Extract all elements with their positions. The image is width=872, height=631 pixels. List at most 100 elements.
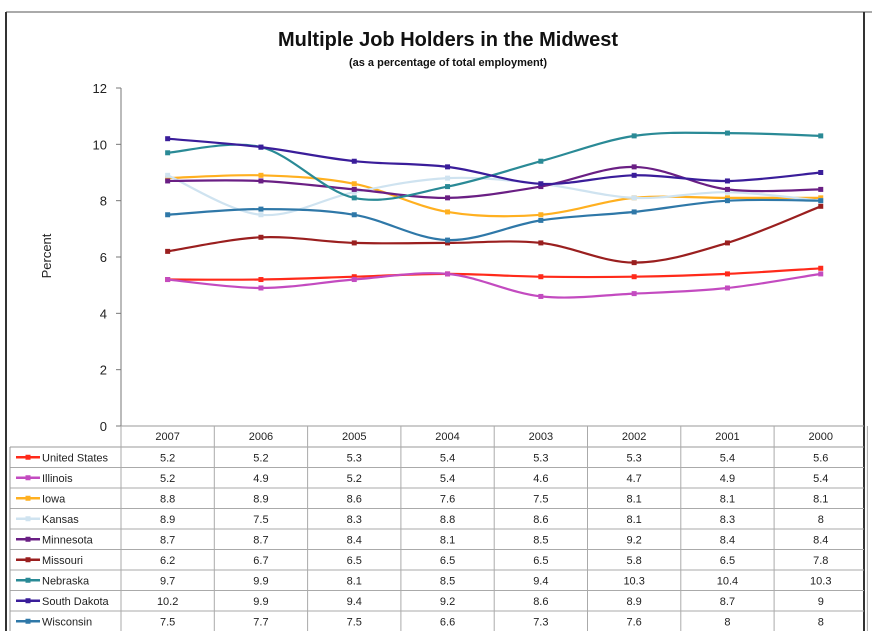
legend-label-nebraska: Nebraska [42, 575, 90, 587]
table-cell-value: 8.8 [440, 514, 455, 526]
table-cell-value: 5.3 [533, 452, 548, 464]
data-point-missouri [445, 240, 451, 246]
table-cell-value: 5.2 [160, 452, 175, 464]
data-point-wisconsin [445, 237, 451, 243]
legend-marker-iowa [25, 495, 31, 501]
table-cell-value: 8.7 [253, 534, 268, 546]
data-point-wisconsin [538, 217, 544, 223]
x-category-label: 2006 [249, 431, 273, 443]
data-point-united-states [818, 265, 824, 271]
data-point-minnesota [445, 195, 451, 201]
table-cell-value: 10.3 [623, 575, 644, 587]
table-cell-value: 8.6 [533, 514, 548, 526]
x-category-label: 2001 [715, 431, 739, 443]
table-cell-value: 8 [818, 514, 824, 526]
table-cell-value: 8.8 [160, 493, 175, 505]
data-point-missouri [165, 248, 171, 254]
table-cell-value: 5.3 [347, 452, 362, 464]
table-cell-value: 8.7 [720, 596, 735, 608]
data-point-iowa [351, 181, 357, 187]
data-table: United States 5.2 5.2 5.3 5.4 5.3 5.3 5.4 5.6 Ill… [16, 452, 831, 628]
table-cell-value: 6.5 [720, 555, 735, 567]
legend-label-south-dakota: South Dakota [42, 596, 110, 608]
table-cell-value: 9.7 [160, 575, 175, 587]
table-cell-value: 6.6 [440, 616, 455, 628]
data-point-kansas [351, 189, 357, 195]
x-category-label: 2005 [342, 431, 366, 443]
table-cell-value: 9.2 [440, 596, 455, 608]
data-point-kansas [445, 175, 451, 181]
data-point-illinois [818, 271, 824, 277]
data-point-nebraska [818, 133, 824, 139]
legend-label-minnesota: Minnesota [42, 534, 94, 546]
table-cell-value: 5.4 [440, 473, 455, 485]
table-cell-value: 7.3 [533, 616, 548, 628]
data-point-iowa [445, 209, 451, 215]
series-line-south-dakota [167, 137, 821, 186]
data-point-united-states [538, 274, 544, 280]
data-point-iowa [165, 175, 171, 181]
table-cell-value: 9.9 [253, 575, 268, 587]
series-line-illinois [167, 272, 821, 299]
data-point-iowa [538, 212, 544, 218]
table-cell-value: 8.9 [160, 514, 175, 526]
data-point-iowa [258, 172, 264, 178]
legend-label-united-states: United States [42, 452, 109, 464]
table-cell-value: 8.9 [253, 493, 268, 505]
data-point-missouri [724, 240, 730, 246]
data-point-kansas [631, 195, 637, 201]
table-cell-value: 8.6 [533, 596, 548, 608]
table-cell-value: 10.2 [157, 596, 178, 608]
data-point-nebraska [538, 158, 544, 164]
data-point-wisconsin [818, 198, 824, 204]
legend-marker-missouri [25, 557, 31, 563]
data-point-missouri [351, 240, 357, 246]
table-cell-value: 8.4 [720, 534, 735, 546]
y-tick-label: 2 [100, 363, 107, 378]
legend-marker-minnesota [25, 536, 31, 542]
legend-marker-wisconsin [25, 618, 31, 624]
table-cell-value: 9.9 [253, 596, 268, 608]
data-point-south-dakota [258, 144, 264, 150]
table-cell-value: 7.5 [253, 514, 268, 526]
table-cell-value: 8.4 [347, 534, 362, 546]
legend-marker-kansas [25, 516, 31, 522]
data-point-nebraska [631, 133, 637, 139]
table-cell-value: 7.7 [253, 616, 268, 628]
table-cell-value: 8 [724, 616, 730, 628]
table-cell-value: 7.5 [160, 616, 175, 628]
legend-marker-united-states [25, 454, 31, 460]
table-cell-value: 9 [818, 596, 824, 608]
table-cell-value: 8.6 [347, 493, 362, 505]
data-point-united-states [351, 274, 357, 280]
data-point-south-dakota [165, 136, 171, 142]
data-point-wisconsin [724, 198, 730, 204]
table-cell-value: 4.9 [253, 473, 268, 485]
table-cell-value: 5.4 [720, 452, 735, 464]
legend-marker-nebraska [25, 577, 31, 583]
legend-label-illinois: Illinois [42, 473, 73, 485]
table-cell-value: 5.8 [627, 555, 642, 567]
data-point-illinois [351, 277, 357, 283]
chart-subtitle: (as a percentage of total employment) [349, 57, 547, 69]
table-cell-value: 5.2 [347, 473, 362, 485]
data-point-illinois [631, 291, 637, 297]
data-point-missouri [631, 260, 637, 266]
table-cell-value: 4.9 [720, 473, 735, 485]
data-point-nebraska [724, 130, 730, 136]
data-table-grid [9, 425, 868, 631]
data-point-nebraska [351, 195, 357, 201]
data-point-minnesota [538, 184, 544, 190]
data-point-kansas [724, 189, 730, 195]
data-point-iowa [818, 195, 824, 201]
table-cell-value: 6.5 [440, 555, 455, 567]
table-cell-value: 4.7 [627, 473, 642, 485]
y-tick-label: 0 [100, 419, 107, 434]
data-point-missouri [538, 240, 544, 246]
data-point-south-dakota [631, 172, 637, 178]
table-cell-value: 6.5 [347, 555, 362, 567]
x-category-label: 2002 [622, 431, 646, 443]
x-category-label: 2007 [155, 431, 179, 443]
table-cell-value: 8.5 [440, 575, 455, 587]
x-axis-categories: 2007 2006 2005 2004 2003 2002 2001 2000 [155, 431, 833, 443]
